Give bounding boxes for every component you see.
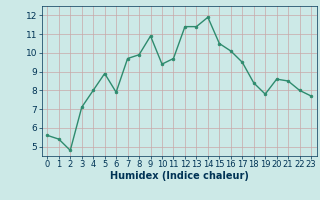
X-axis label: Humidex (Indice chaleur): Humidex (Indice chaleur) — [110, 171, 249, 181]
